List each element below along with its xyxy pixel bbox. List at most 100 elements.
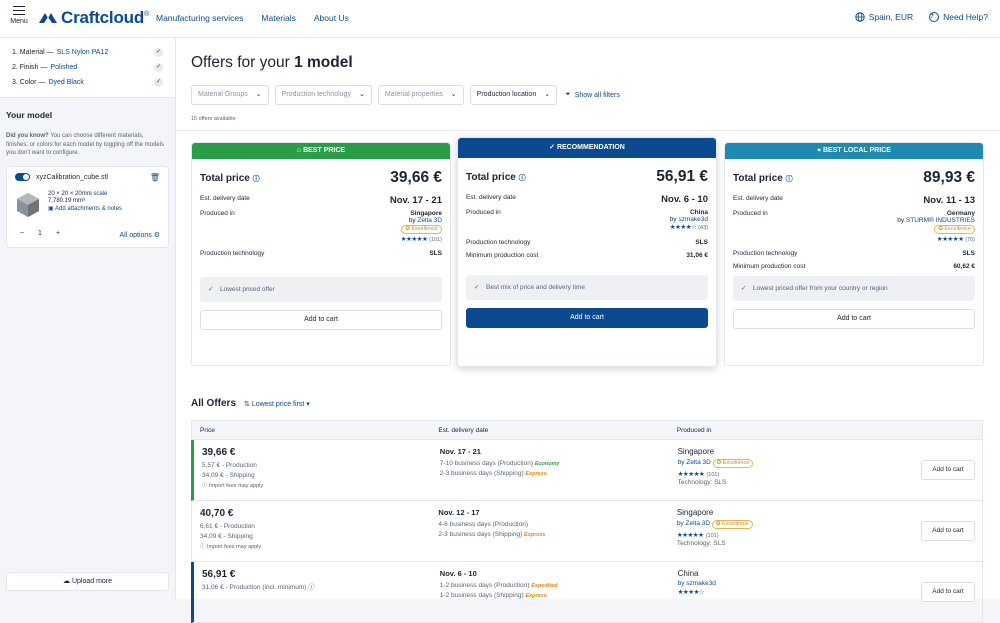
filter-label: Material Groups bbox=[198, 91, 248, 98]
add-attachments-link[interactable]: ▣ Add attachments & notes bbox=[48, 206, 122, 214]
model-card: xyzCalibration_cube.stl 🗑 20 × 20 × 20mm… bbox=[6, 165, 169, 248]
vendor-link[interactable]: Zelta 3D bbox=[417, 217, 442, 224]
nav-materials[interactable]: Materials bbox=[261, 13, 296, 23]
country: Singapore bbox=[410, 210, 442, 217]
trash-icon[interactable]: 🗑 bbox=[149, 172, 160, 182]
hamburger-icon bbox=[13, 6, 25, 15]
row-vendor-link[interactable]: by Zelta 3D bbox=[676, 520, 711, 527]
help-link[interactable]: ? Need Help? bbox=[929, 12, 988, 22]
craftcloud-logo[interactable]: Craftcloud ® bbox=[38, 8, 149, 27]
filter-label: Material properties bbox=[384, 91, 443, 98]
min-cost-value: 60,62 € bbox=[953, 263, 975, 270]
chevron-down-icon: ⌄ bbox=[544, 91, 551, 98]
model-filename: xyzCalibration_cube.stl bbox=[36, 173, 108, 181]
total-price: 39,66 € bbox=[390, 169, 442, 186]
import-fees-label: Import fees may apply bbox=[207, 544, 262, 550]
scale-link[interactable]: scale bbox=[93, 190, 108, 197]
rating-count: (101) bbox=[706, 472, 720, 478]
all-offers-heading: All Offers bbox=[191, 398, 237, 409]
info-icon[interactable]: ⓘ bbox=[308, 584, 315, 591]
filter-production-technology[interactable]: Production technology ⌄ bbox=[274, 85, 372, 105]
import-fees-label: Import fees may apply bbox=[209, 483, 264, 489]
upload-more-button[interactable]: ☁ Upload more bbox=[6, 572, 169, 591]
caret-down-icon: ▾ bbox=[306, 401, 310, 408]
step-color[interactable]: 3. Color — Dyed Black ✓ bbox=[12, 75, 163, 90]
row-shipping-days: 1-2 business days (Shipping) bbox=[439, 592, 524, 599]
min-cost-label: Minimum production cost bbox=[733, 263, 806, 270]
minus-icon[interactable]: − bbox=[19, 229, 25, 237]
award-icon: ✪ bbox=[716, 460, 723, 466]
all-options-link[interactable]: All options ⚙ bbox=[119, 231, 160, 239]
tech-label: Production technology bbox=[733, 250, 798, 257]
filter-material-properties[interactable]: Material properties ⌄ bbox=[377, 85, 464, 105]
vendor-link[interactable]: szmake3d bbox=[678, 216, 708, 223]
table-row: 40,70 € 6,61 € - Production 34,09 € - Sh… bbox=[191, 501, 983, 562]
nav-about-us[interactable]: About Us bbox=[313, 13, 349, 23]
attachment-icon: ▣ bbox=[48, 205, 56, 212]
by-label: by bbox=[408, 217, 416, 224]
locale-selector[interactable]: Spain, EUR bbox=[854, 12, 913, 22]
produced-in-label: Produced in bbox=[200, 210, 235, 217]
filter-production-location[interactable]: Production location ⌄ bbox=[469, 85, 558, 105]
sort-label: Lowest price first bbox=[251, 401, 305, 408]
filter-bar: Material Groups ⌄ Production technology ⌄ … bbox=[191, 85, 620, 105]
show-all-filters-link[interactable]: ⏷ Show all filters bbox=[565, 85, 620, 105]
tech-value: SLS bbox=[695, 239, 708, 246]
step-finish[interactable]: 2. Finish — Polished ✓ bbox=[12, 60, 163, 75]
add-to-cart-button[interactable]: Add to cart bbox=[921, 582, 975, 602]
model-volume: 7,780.19 mm³ bbox=[48, 198, 86, 204]
excellence-badge: ✪ Excellence bbox=[401, 225, 442, 234]
row-shipping-days: 2-3 business days (Shipping) bbox=[438, 531, 523, 538]
rating-count: (43) bbox=[698, 225, 708, 231]
add-to-cart-button[interactable]: Add to cart bbox=[466, 308, 708, 328]
step-material[interactable]: 1. Material — SLS Nylon PA12 ✓ bbox=[12, 45, 163, 60]
filter-material-groups[interactable]: Material Groups ⌄ bbox=[191, 85, 269, 105]
import-fees-note: ⓘ Import fees may apply bbox=[202, 481, 424, 489]
chevron-down-icon: ⌄ bbox=[450, 91, 457, 98]
sort-selector[interactable]: ⇅ Lowest price first ▾ bbox=[244, 400, 310, 408]
badge-label: Excellence bbox=[944, 226, 971, 232]
step-label: 1. Material — bbox=[12, 49, 54, 56]
info-icon[interactable]: ⓘ bbox=[785, 175, 793, 183]
col-produced-in: Produced in bbox=[676, 427, 712, 434]
menu-button[interactable]: Menu bbox=[8, 6, 30, 25]
table-row: 39,66 € 5,57 € - Production 34,09 € - Sh… bbox=[191, 440, 983, 501]
delivery-date: Nov. 6 - 10 bbox=[661, 194, 708, 205]
min-cost-label: Minimum production cost bbox=[466, 252, 539, 259]
delivery-label: Est. delivery date bbox=[466, 194, 516, 201]
your-model-heading: Your model bbox=[6, 110, 53, 120]
check-icon: ✓ bbox=[154, 48, 163, 57]
col-price: Price bbox=[200, 427, 215, 434]
card-note: Lowest priced offer bbox=[200, 277, 442, 302]
step-value: Polished bbox=[50, 64, 78, 71]
row-delivery: Nov. 17 - 21 bbox=[439, 447, 481, 456]
add-to-cart-button[interactable]: Add to cart bbox=[200, 310, 442, 330]
row-price: 39,66 € bbox=[202, 447, 236, 458]
model-thumbnail bbox=[17, 192, 39, 217]
row-vendor-link[interactable]: by szmake3d bbox=[677, 580, 716, 587]
row-technology: Technology: SLS bbox=[676, 540, 726, 547]
row-vendor-link[interactable]: by Zelta 3D bbox=[677, 459, 711, 466]
by-label: by bbox=[669, 216, 677, 223]
page-title: Offers for your 1 model bbox=[191, 54, 353, 72]
add-to-cart-button[interactable]: Add to cart bbox=[733, 309, 975, 329]
step-label: 3. Color — bbox=[12, 79, 46, 86]
model-toggle[interactable] bbox=[15, 173, 30, 182]
expedited-tag: Expedited bbox=[531, 583, 558, 589]
add-to-cart-button[interactable]: Add to cart bbox=[921, 521, 975, 541]
nav-manufacturing-services[interactable]: Manufacturing services bbox=[156, 13, 244, 23]
divider bbox=[176, 130, 1000, 131]
plus-icon[interactable]: + bbox=[55, 229, 61, 237]
info-icon[interactable]: ⓘ bbox=[252, 175, 260, 183]
vendor-link[interactable]: STURM® INDUSTRIES bbox=[905, 217, 975, 224]
row-shipping-cost: 34,09 € - Shipping bbox=[200, 533, 253, 540]
row-production-cost: 6,61 € - Production bbox=[200, 523, 255, 530]
did-you-know-text: You can choose different materials, fini… bbox=[6, 133, 164, 156]
total-price-label: Total price bbox=[200, 172, 250, 184]
quantity-value[interactable]: 1 bbox=[38, 229, 42, 237]
add-to-cart-button[interactable]: Add to cart bbox=[921, 460, 975, 480]
award-icon: ✪ bbox=[405, 226, 412, 232]
info-icon[interactable]: ⓘ bbox=[518, 174, 526, 182]
rating-count: (101) bbox=[429, 237, 442, 243]
did-you-know: Did you know? You can choose different m… bbox=[6, 132, 167, 158]
